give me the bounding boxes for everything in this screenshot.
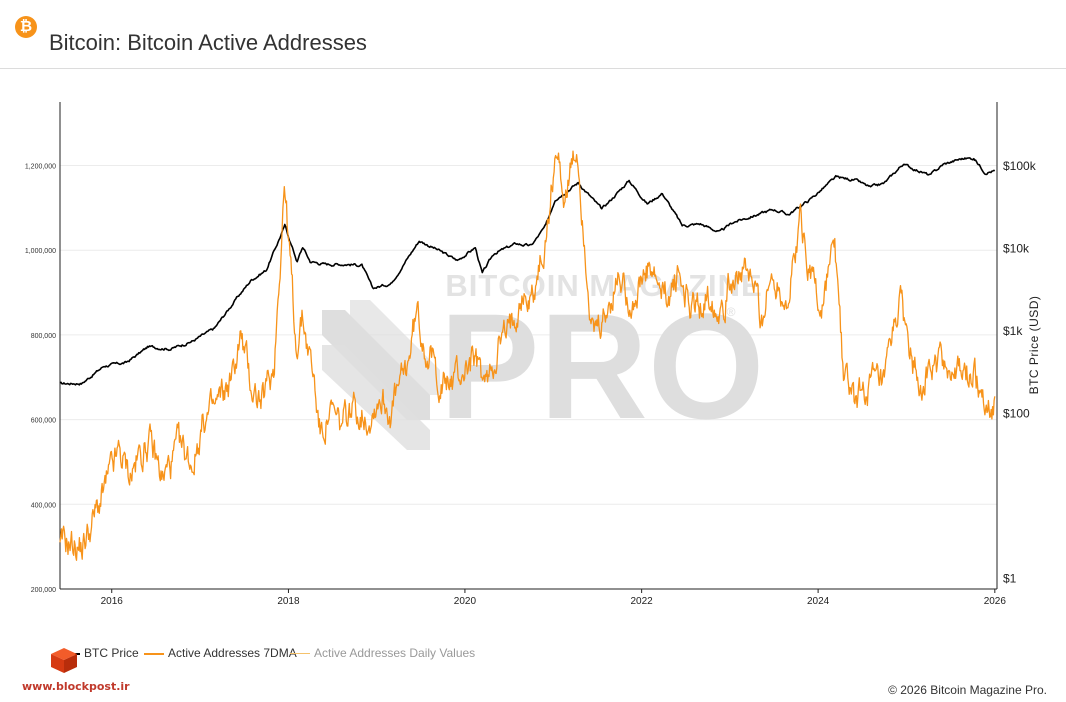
cube-logo-icon [51, 648, 77, 673]
bitcoin-icon: ₿ [15, 16, 37, 38]
x-tick-label: 2024 [807, 596, 830, 607]
y-right-tick-label: $100k [1003, 159, 1037, 173]
y-left-tick-label: 800,000 [31, 333, 56, 340]
y-right-axis-label: BTC Price (USD) [1027, 296, 1041, 395]
page-title: Bitcoin: Bitcoin Active Addresses [49, 30, 367, 55]
y-right-tick-label: $100 [1003, 407, 1030, 421]
y-left-tick-label: 1,200,000 [25, 164, 56, 171]
y-right-tick-label: $1k [1003, 324, 1023, 338]
legend-label: Active Addresses 7DMA [168, 646, 297, 660]
site-url[interactable]: www.blockpost.ir [22, 680, 130, 693]
copyright: © 2026 Bitcoin Magazine Pro. [888, 683, 1047, 697]
x-tick-label: 2020 [454, 596, 477, 607]
legend-label: Active Addresses Daily Values [314, 646, 476, 660]
legend-item-active-addresses-7dma[interactable]: Active Addresses 7DMA [144, 646, 297, 660]
series-layer [59, 150, 996, 561]
watermark-stripes-icon [322, 300, 440, 450]
legend-label: BTC Price [84, 646, 139, 660]
x-tick-label: 2016 [101, 596, 124, 607]
series-line-btc-price [59, 157, 996, 386]
legend-item-active-addresses-daily[interactable]: Active Addresses Daily Values [290, 646, 475, 660]
series-line-active-addresses-7dma [59, 150, 996, 561]
watermark-brand-text: BITCOIN MAGAZINE [445, 268, 762, 303]
x-tick-label: 2026 [984, 596, 1007, 607]
axes [59, 102, 998, 590]
x-tick-label: 2018 [277, 596, 300, 607]
x-tick-label: 2022 [631, 596, 654, 607]
y-left-tick-label: 200,000 [31, 587, 56, 594]
y-right-tick-label: $1 [1003, 572, 1017, 586]
y-right-tick-label: $10k [1003, 242, 1030, 256]
y-left-tick-label: 400,000 [31, 502, 56, 509]
watermark-pro-text: PRO [439, 282, 764, 450]
watermark-registered-mark: ® [727, 305, 736, 319]
y-left-tick-label: 1,000,000 [25, 248, 56, 255]
header: ₿ Bitcoin: Bitcoin Active Addresses [0, 0, 1066, 69]
tick-labels: 200,000 400,000 600,000 800,000 1,000,000 1,2… [25, 159, 1041, 607]
y-left-tick-label: 600,000 [31, 418, 56, 425]
watermark: BITCOIN MAGAZINE PRO ® [322, 268, 765, 450]
